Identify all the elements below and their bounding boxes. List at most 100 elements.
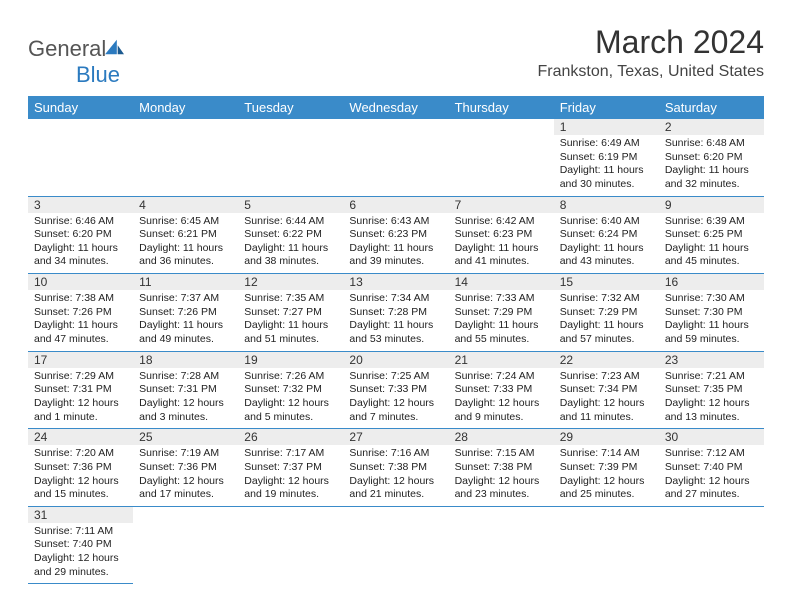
info-line: Sunrise: 7:20 AM (34, 447, 127, 461)
calendar-cell: 20Sunrise: 7:25 AMSunset: 7:33 PMDayligh… (343, 351, 448, 429)
info-line: Sunset: 7:26 PM (34, 306, 127, 320)
info-line: Sunrise: 7:26 AM (244, 370, 337, 384)
info-line: Daylight: 12 hours (244, 397, 337, 411)
calendar-cell (449, 506, 554, 584)
info-line: Daylight: 12 hours (34, 475, 127, 489)
info-line: Sunrise: 7:34 AM (349, 292, 442, 306)
day-info: Sunrise: 7:15 AMSunset: 7:38 PMDaylight:… (449, 445, 554, 506)
calendar-cell: 16Sunrise: 7:30 AMSunset: 7:30 PMDayligh… (659, 274, 764, 352)
calendar-cell (238, 119, 343, 196)
info-line: and 53 minutes. (349, 333, 442, 347)
calendar-cell: 14Sunrise: 7:33 AMSunset: 7:29 PMDayligh… (449, 274, 554, 352)
info-line: Sunrise: 7:23 AM (560, 370, 653, 384)
info-line: Sunset: 6:24 PM (560, 228, 653, 242)
logo-text: General Blue (28, 36, 126, 88)
info-line: Daylight: 12 hours (34, 552, 127, 566)
logo-part1: General (28, 36, 106, 61)
info-line: Sunset: 7:33 PM (455, 383, 548, 397)
day-number: 16 (659, 274, 764, 290)
day-number: 25 (133, 429, 238, 445)
calendar-cell: 23Sunrise: 7:21 AMSunset: 7:35 PMDayligh… (659, 351, 764, 429)
day-info: Sunrise: 7:26 AMSunset: 7:32 PMDaylight:… (238, 368, 343, 429)
calendar-cell (449, 119, 554, 196)
day-number: 8 (554, 197, 659, 213)
info-line: Sunset: 7:40 PM (34, 538, 127, 552)
info-line: Sunset: 6:25 PM (665, 228, 758, 242)
info-line: Sunrise: 6:45 AM (139, 215, 232, 229)
info-line: Sunrise: 7:38 AM (34, 292, 127, 306)
calendar-cell: 12Sunrise: 7:35 AMSunset: 7:27 PMDayligh… (238, 274, 343, 352)
info-line: and 13 minutes. (665, 411, 758, 425)
calendar-cell: 15Sunrise: 7:32 AMSunset: 7:29 PMDayligh… (554, 274, 659, 352)
info-line: and 47 minutes. (34, 333, 127, 347)
calendar-cell: 8Sunrise: 6:40 AMSunset: 6:24 PMDaylight… (554, 196, 659, 274)
info-line: Sunrise: 6:46 AM (34, 215, 127, 229)
calendar-body: 1Sunrise: 6:49 AMSunset: 6:19 PMDaylight… (28, 119, 764, 584)
calendar-row: 3Sunrise: 6:46 AMSunset: 6:20 PMDaylight… (28, 196, 764, 274)
info-line: and 30 minutes. (560, 178, 653, 192)
day-number: 11 (133, 274, 238, 290)
info-line: Sunset: 7:31 PM (139, 383, 232, 397)
day-info: Sunrise: 7:19 AMSunset: 7:36 PMDaylight:… (133, 445, 238, 506)
info-line: and 57 minutes. (560, 333, 653, 347)
calendar-table: SundayMondayTuesdayWednesdayThursdayFrid… (28, 96, 764, 584)
info-line: Sunrise: 7:33 AM (455, 292, 548, 306)
info-line: Sunset: 7:26 PM (139, 306, 232, 320)
day-info: Sunrise: 6:46 AMSunset: 6:20 PMDaylight:… (28, 213, 133, 274)
location-text: Frankston, Texas, United States (538, 63, 764, 81)
info-line: Sunset: 7:36 PM (139, 461, 232, 475)
day-number: 7 (449, 197, 554, 213)
calendar-cell: 17Sunrise: 7:29 AMSunset: 7:31 PMDayligh… (28, 351, 133, 429)
calendar-cell: 25Sunrise: 7:19 AMSunset: 7:36 PMDayligh… (133, 429, 238, 507)
info-line: and 17 minutes. (139, 488, 232, 502)
day-info: Sunrise: 7:37 AMSunset: 7:26 PMDaylight:… (133, 290, 238, 351)
calendar-cell: 5Sunrise: 6:44 AMSunset: 6:22 PMDaylight… (238, 196, 343, 274)
info-line: and 29 minutes. (34, 566, 127, 580)
day-number: 9 (659, 197, 764, 213)
weekday-header: Tuesday (238, 96, 343, 119)
calendar-cell: 30Sunrise: 7:12 AMSunset: 7:40 PMDayligh… (659, 429, 764, 507)
info-line: Sunrise: 6:43 AM (349, 215, 442, 229)
info-line: Sunrise: 6:42 AM (455, 215, 548, 229)
calendar-row: 31Sunrise: 7:11 AMSunset: 7:40 PMDayligh… (28, 506, 764, 584)
info-line: and 1 minute. (34, 411, 127, 425)
info-line: Sunset: 7:30 PM (665, 306, 758, 320)
info-line: and 51 minutes. (244, 333, 337, 347)
day-number: 21 (449, 352, 554, 368)
day-number: 18 (133, 352, 238, 368)
info-line: Sunrise: 6:48 AM (665, 137, 758, 151)
info-line: and 43 minutes. (560, 255, 653, 269)
info-line: and 25 minutes. (560, 488, 653, 502)
info-line: Sunrise: 6:40 AM (560, 215, 653, 229)
info-line: Sunrise: 6:49 AM (560, 137, 653, 151)
calendar-cell: 28Sunrise: 7:15 AMSunset: 7:38 PMDayligh… (449, 429, 554, 507)
info-line: Sunrise: 7:17 AM (244, 447, 337, 461)
calendar-cell: 4Sunrise: 6:45 AMSunset: 6:21 PMDaylight… (133, 196, 238, 274)
calendar-cell (133, 119, 238, 196)
info-line: and 41 minutes. (455, 255, 548, 269)
calendar-cell: 7Sunrise: 6:42 AMSunset: 6:23 PMDaylight… (449, 196, 554, 274)
info-line: Sunset: 7:40 PM (665, 461, 758, 475)
info-line: Daylight: 11 hours (665, 164, 758, 178)
day-info: Sunrise: 7:11 AMSunset: 7:40 PMDaylight:… (28, 523, 133, 584)
info-line: Daylight: 12 hours (244, 475, 337, 489)
day-number: 2 (659, 119, 764, 135)
day-number: 10 (28, 274, 133, 290)
info-line: Sunset: 7:33 PM (349, 383, 442, 397)
info-line: Daylight: 11 hours (665, 319, 758, 333)
day-info: Sunrise: 7:30 AMSunset: 7:30 PMDaylight:… (659, 290, 764, 351)
day-number: 29 (554, 429, 659, 445)
info-line: Sunrise: 7:21 AM (665, 370, 758, 384)
info-line: Daylight: 11 hours (455, 319, 548, 333)
calendar-cell: 27Sunrise: 7:16 AMSunset: 7:38 PMDayligh… (343, 429, 448, 507)
calendar-cell: 18Sunrise: 7:28 AMSunset: 7:31 PMDayligh… (133, 351, 238, 429)
info-line: Sunrise: 7:11 AM (34, 525, 127, 539)
day-info: Sunrise: 7:17 AMSunset: 7:37 PMDaylight:… (238, 445, 343, 506)
day-info: Sunrise: 6:44 AMSunset: 6:22 PMDaylight:… (238, 213, 343, 274)
day-number: 27 (343, 429, 448, 445)
day-number: 28 (449, 429, 554, 445)
day-info: Sunrise: 7:25 AMSunset: 7:33 PMDaylight:… (343, 368, 448, 429)
info-line: Daylight: 11 hours (455, 242, 548, 256)
day-number: 31 (28, 507, 133, 523)
info-line: and 34 minutes. (34, 255, 127, 269)
